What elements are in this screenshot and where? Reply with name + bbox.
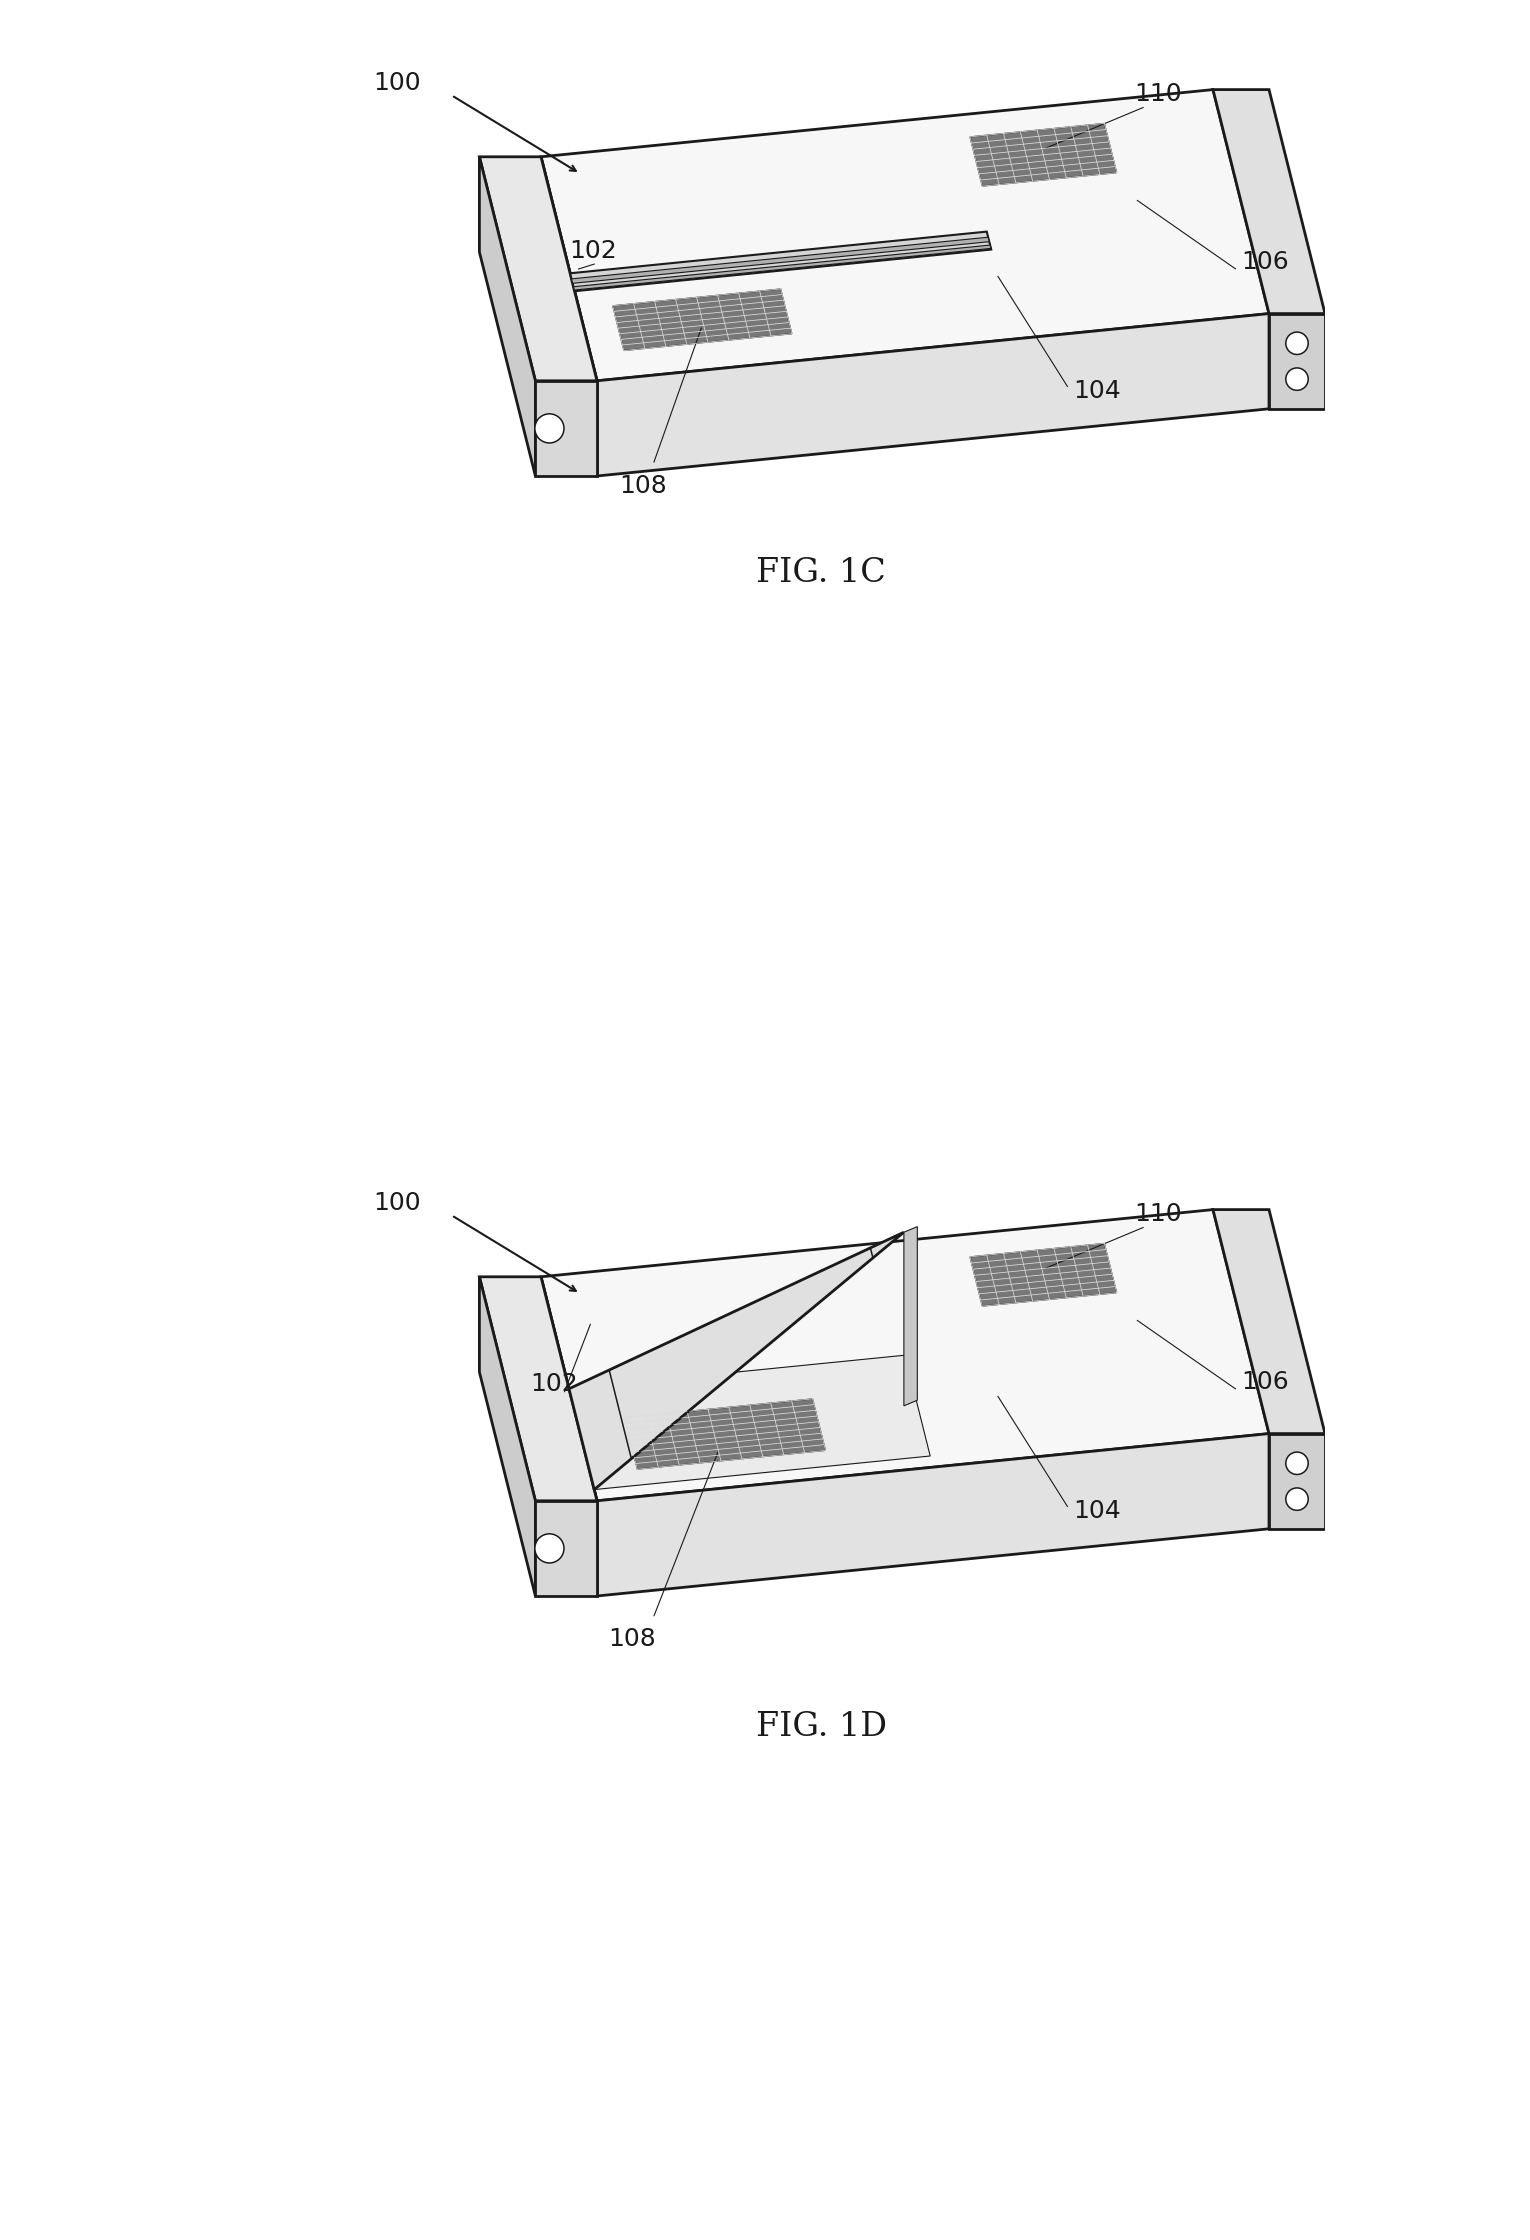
- Polygon shape: [479, 157, 536, 477]
- Text: 110: 110: [1135, 83, 1183, 105]
- Polygon shape: [542, 1277, 597, 1595]
- Circle shape: [536, 1534, 565, 1564]
- Polygon shape: [569, 1355, 930, 1490]
- Polygon shape: [904, 1228, 918, 1407]
- Text: 110: 110: [1135, 1203, 1183, 1225]
- Circle shape: [1285, 1487, 1308, 1510]
- Text: 106: 106: [1241, 1371, 1288, 1393]
- Text: 102: 102: [569, 240, 617, 262]
- Polygon shape: [542, 157, 597, 477]
- Circle shape: [1285, 367, 1308, 390]
- Text: 102: 102: [529, 1373, 577, 1396]
- Polygon shape: [1213, 1210, 1325, 1434]
- Circle shape: [1285, 1452, 1308, 1474]
- Text: 106: 106: [1241, 251, 1288, 273]
- Polygon shape: [479, 1277, 536, 1595]
- Text: 100: 100: [373, 1192, 421, 1214]
- Polygon shape: [597, 314, 1268, 477]
- Text: 108: 108: [609, 1628, 656, 1651]
- Text: FIG. 1C: FIG. 1C: [756, 558, 886, 589]
- Polygon shape: [542, 1210, 1268, 1501]
- Text: 108: 108: [620, 475, 667, 497]
- Polygon shape: [970, 1243, 1117, 1306]
- Polygon shape: [970, 123, 1117, 186]
- Circle shape: [536, 414, 565, 444]
- Polygon shape: [1268, 1434, 1325, 1528]
- Polygon shape: [1213, 90, 1325, 314]
- Polygon shape: [572, 237, 990, 284]
- Polygon shape: [1268, 314, 1325, 408]
- Polygon shape: [571, 231, 991, 291]
- Text: 104: 104: [1073, 379, 1121, 403]
- Text: FIG. 1D: FIG. 1D: [756, 1711, 886, 1743]
- Polygon shape: [624, 1398, 826, 1469]
- Polygon shape: [479, 1277, 597, 1501]
- Polygon shape: [542, 90, 1268, 381]
- Polygon shape: [536, 1501, 597, 1595]
- Polygon shape: [569, 1232, 904, 1490]
- Polygon shape: [612, 289, 793, 349]
- Polygon shape: [536, 381, 597, 477]
- Circle shape: [1285, 332, 1308, 354]
- Polygon shape: [597, 1434, 1268, 1595]
- Polygon shape: [479, 157, 597, 381]
- Polygon shape: [574, 244, 991, 289]
- Text: 104: 104: [1073, 1499, 1121, 1523]
- Text: 100: 100: [373, 72, 421, 94]
